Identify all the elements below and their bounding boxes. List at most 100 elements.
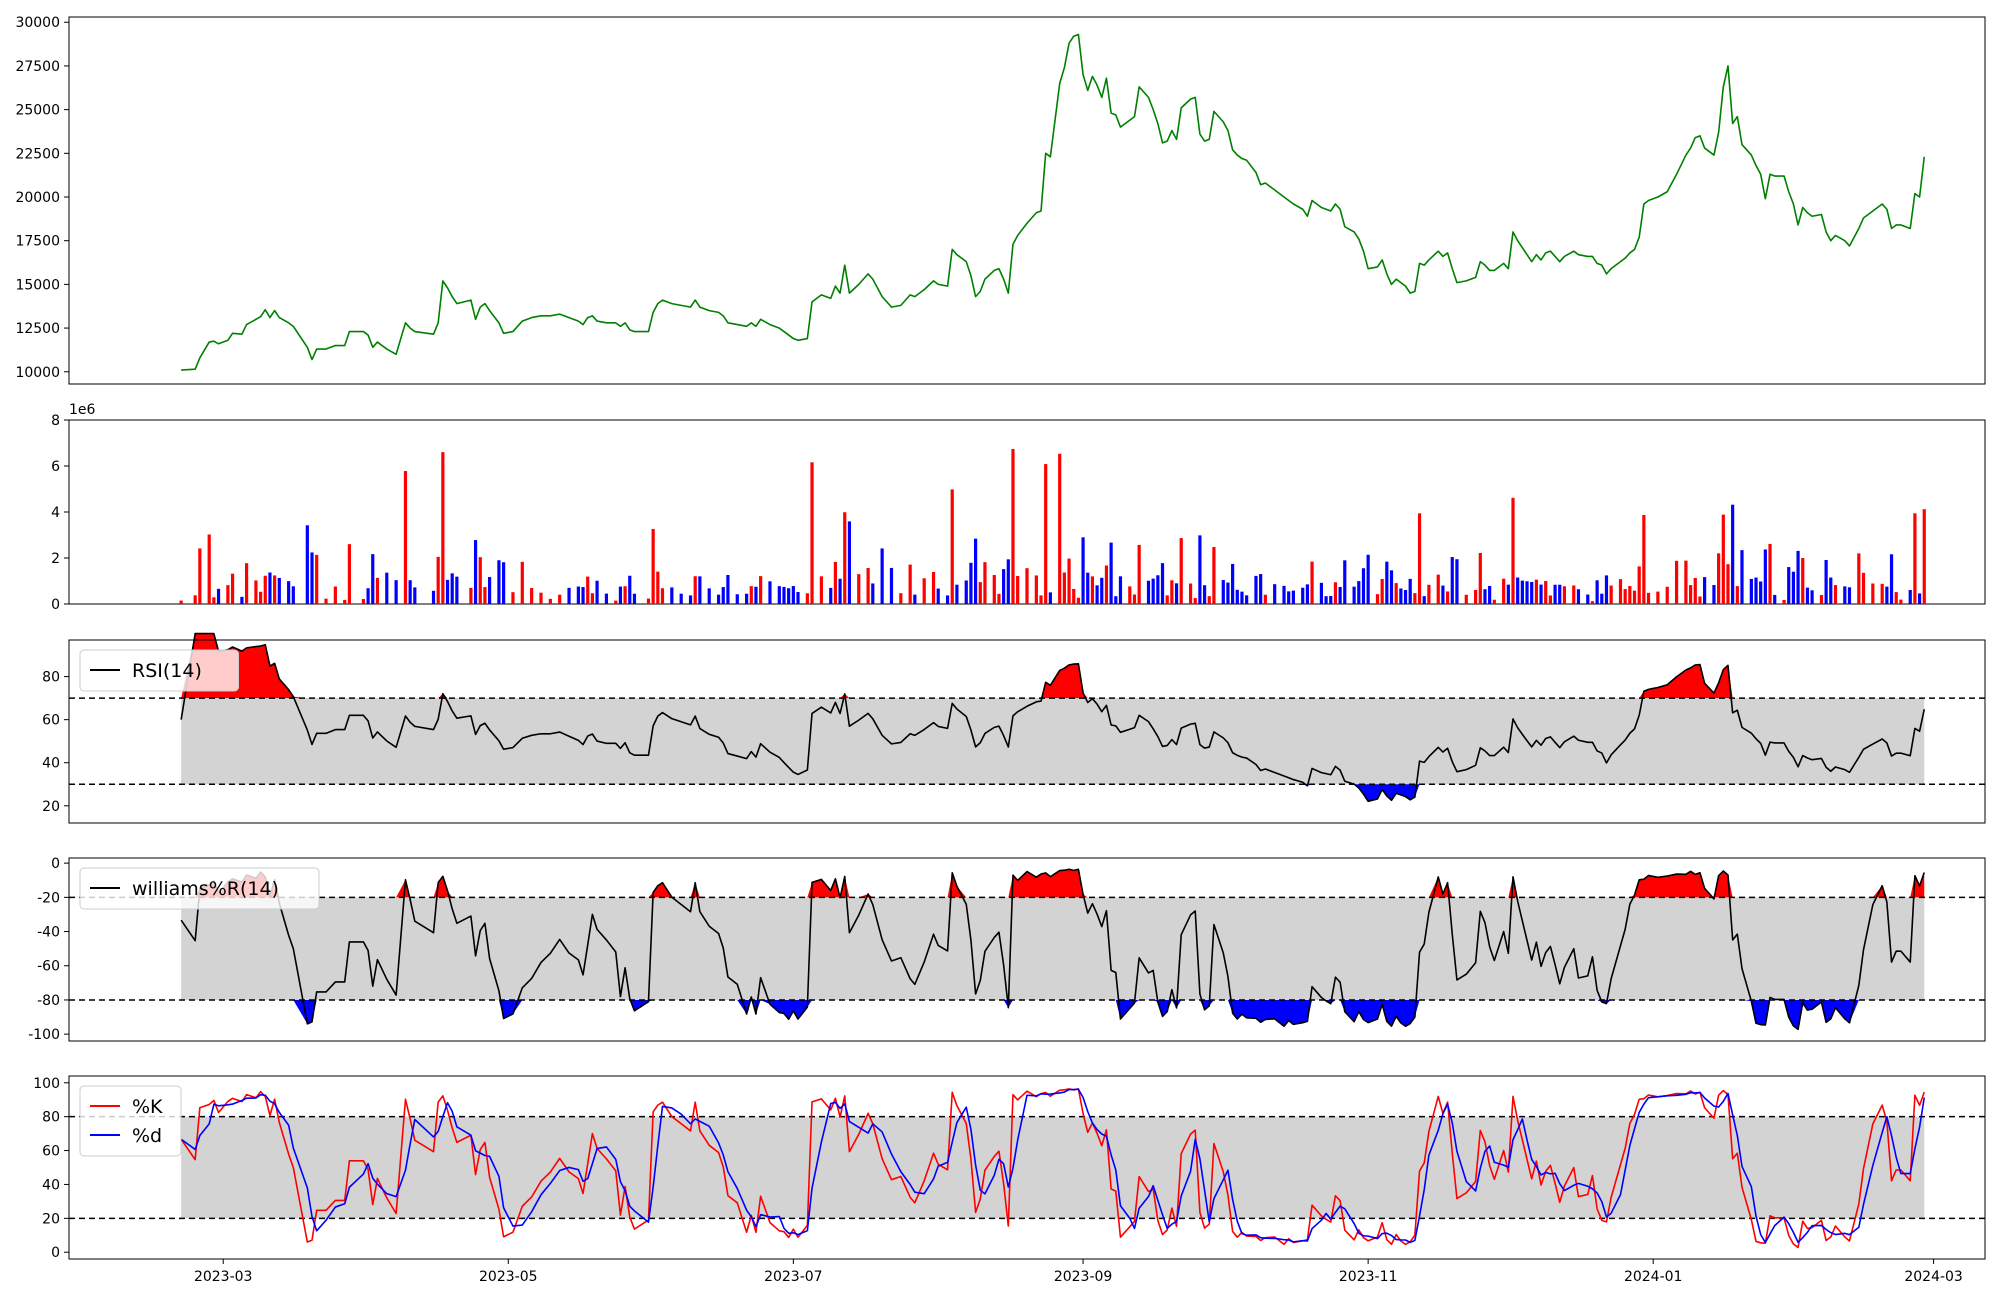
volume-bar xyxy=(277,577,281,604)
price-ytick-label: 17500 xyxy=(15,234,60,250)
volume-bar xyxy=(787,588,791,604)
volume-bar xyxy=(1604,575,1609,604)
volume-bar xyxy=(497,560,501,604)
volume-bar xyxy=(586,576,590,604)
volume-bar xyxy=(310,552,314,604)
volume-bar xyxy=(768,581,772,604)
volume-bar xyxy=(1212,547,1216,604)
volume-bar xyxy=(1165,595,1169,604)
volume-bar xyxy=(1245,595,1249,604)
volume-bar xyxy=(1118,576,1123,604)
volume-bar xyxy=(983,562,987,604)
rsi-ytick-label: 40 xyxy=(42,756,60,772)
volume-bar xyxy=(1221,580,1225,604)
volume-bar xyxy=(688,595,693,604)
volume-bar xyxy=(931,572,936,604)
volume-bar xyxy=(1259,574,1263,604)
volume-bar xyxy=(646,598,651,604)
volume-bar xyxy=(833,561,837,604)
volume-bar xyxy=(333,586,337,604)
rsi-overbought-fill xyxy=(181,633,1925,699)
volume-bar xyxy=(347,544,351,604)
volume-bar xyxy=(1623,589,1627,604)
volume-bar xyxy=(1146,580,1151,604)
volume-bar xyxy=(483,587,487,604)
volume-bar xyxy=(857,574,861,604)
volume-bar xyxy=(478,557,482,604)
volume-bar xyxy=(366,588,370,604)
volume-bar xyxy=(1193,598,1197,604)
rsi-ytick-label: 60 xyxy=(42,713,60,729)
volume-bar xyxy=(1291,590,1295,604)
volume-bar xyxy=(548,598,552,604)
stochastic-panel: 0 20 40 60 80 100 %K %d 2023-03 2023-05 2023-07 202… xyxy=(33,1075,1986,1285)
volume-bar xyxy=(1128,586,1132,604)
volume-bar xyxy=(1595,580,1599,604)
volume-bar xyxy=(1665,586,1669,604)
rsi-ytick-label: 80 xyxy=(42,670,60,686)
volume-bar xyxy=(1254,575,1258,604)
volume-bar xyxy=(1801,558,1805,604)
volume-bar xyxy=(1478,552,1482,604)
volume-bar xyxy=(632,593,637,604)
volume-bar xyxy=(1674,560,1679,604)
volume-bar xyxy=(1235,589,1239,604)
volume-bar xyxy=(1824,559,1828,604)
volume-bar xyxy=(819,576,823,604)
volume-bar xyxy=(1735,586,1739,604)
volume-bar xyxy=(973,538,978,604)
volume-bar xyxy=(1693,577,1697,604)
x-tick-label: 2023-07 xyxy=(764,1269,823,1285)
volume-bar xyxy=(1590,601,1595,604)
volume-bar xyxy=(1754,577,1758,604)
volume-bar xyxy=(1058,453,1062,604)
volume-bar xyxy=(913,594,917,604)
volume-bar xyxy=(375,577,380,604)
volume-bar xyxy=(567,587,571,604)
price-ytick-label: 27500 xyxy=(15,59,60,75)
volume-bar xyxy=(889,567,894,604)
volume-bar xyxy=(1474,589,1478,604)
volume-bar xyxy=(394,580,398,604)
price-ytick-label: 20000 xyxy=(15,190,60,206)
volume-bar xyxy=(1829,577,1833,604)
volume-bar xyxy=(1857,553,1861,604)
volume-bar xyxy=(651,528,655,604)
volume-bar xyxy=(1357,581,1361,604)
price-ytick-label: 25000 xyxy=(15,103,60,119)
volume-bar xyxy=(1062,572,1066,604)
volume-bar xyxy=(1646,592,1651,604)
volume-bar xyxy=(1319,582,1324,604)
volume-bar xyxy=(1072,588,1076,604)
volume-bar xyxy=(716,594,721,604)
x-tick-label: 2024-01 xyxy=(1624,1269,1683,1285)
volume-bar xyxy=(1067,558,1071,604)
price-ytick-label: 10000 xyxy=(15,365,60,381)
volume-bar xyxy=(431,590,436,604)
volume-bar xyxy=(866,567,870,604)
volume-bar xyxy=(1642,514,1646,604)
volume-bar xyxy=(1618,579,1623,604)
volume-bar xyxy=(1506,584,1510,604)
volume-bar xyxy=(1502,578,1506,604)
volume-bar xyxy=(1796,550,1800,604)
volume-bar xyxy=(1534,579,1538,604)
volume-bar xyxy=(1403,590,1408,604)
volume-bar xyxy=(618,586,623,604)
volume-bar xyxy=(997,593,1001,604)
volume-bar xyxy=(656,571,660,604)
volume-bar xyxy=(558,594,562,604)
volume-bar xyxy=(810,462,814,604)
stochastic-d-line xyxy=(180,1088,1926,1244)
stochastic-legend-label: %K xyxy=(132,1096,163,1118)
volume-bar xyxy=(1885,586,1889,604)
volume-bar xyxy=(1441,585,1445,604)
volume-bar xyxy=(623,586,627,604)
rsi-panel: 20 40 60 80 RSI(14) xyxy=(42,632,1986,824)
volume-bar xyxy=(1548,595,1552,604)
rsi-band-fill xyxy=(181,698,1925,785)
williams-ytick-label: -80 xyxy=(37,993,60,1009)
volume-bar xyxy=(371,554,375,604)
volume-bar xyxy=(847,521,852,604)
volume-bar xyxy=(1763,549,1767,604)
